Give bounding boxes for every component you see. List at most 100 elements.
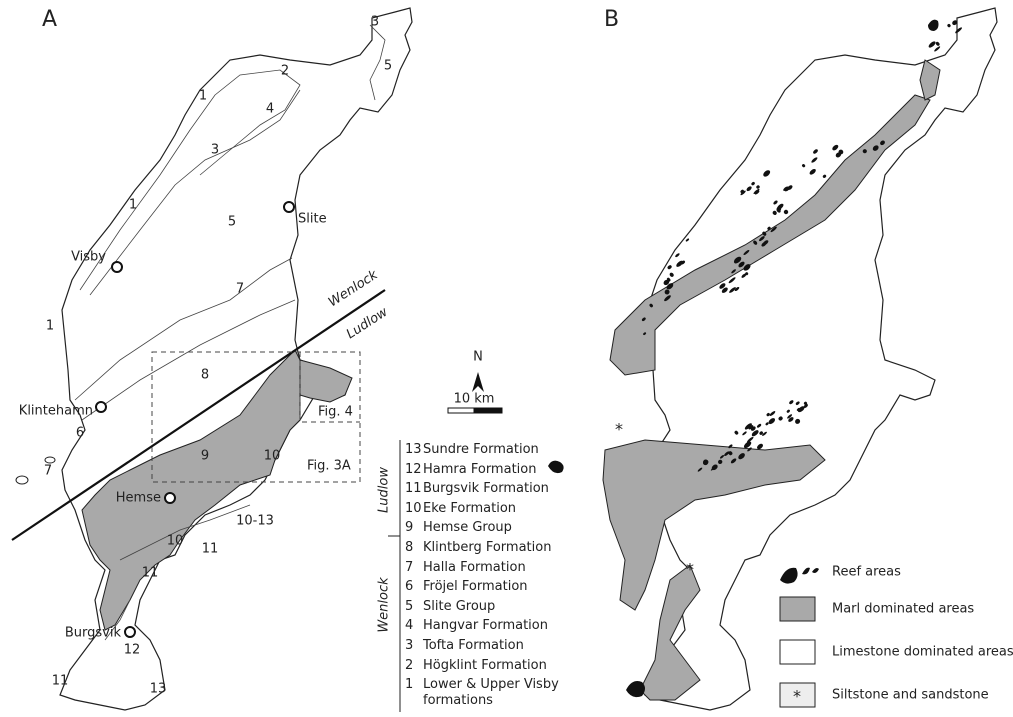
north-label: N <box>473 350 483 365</box>
town-label: Slite <box>298 212 327 227</box>
town-label: Hemse <box>116 491 161 506</box>
unit-label: 3 <box>371 15 379 30</box>
legend-label: Marl dominated areas <box>832 602 974 617</box>
unit-number: 4 <box>405 618 423 634</box>
series-label: Wenlock <box>377 577 392 633</box>
unit-entry: 13Sundre Formation <box>405 442 563 458</box>
series-label: Ludlow <box>377 467 392 513</box>
unit-entry: 12Hamra Formation <box>405 462 563 478</box>
scale-bar <box>474 408 502 413</box>
unit-label: 5 <box>228 215 236 230</box>
figure: A Wenlock Ludlow Fig. 4 Fig. 3A N 10 km … <box>0 0 1013 717</box>
inset-label: Fig. 4 <box>318 405 353 420</box>
unit-number: 1 <box>405 677 423 709</box>
town-marker <box>96 402 106 412</box>
legend-swatch <box>780 597 815 621</box>
unit-label: 4 <box>266 102 274 117</box>
unit-label: 12 <box>124 643 141 658</box>
unit-name: Hemse Group <box>423 520 563 536</box>
unit-name: Halla Formation <box>423 560 563 576</box>
unit-label: 5 <box>384 59 392 74</box>
town-label: Visby <box>71 250 106 265</box>
unit-label: 11 <box>202 542 219 557</box>
legend-swatch <box>780 568 819 584</box>
siltstone-marker: * <box>686 560 694 579</box>
unit-number: 5 <box>405 599 423 615</box>
unit-number: 8 <box>405 540 423 556</box>
reef-patch <box>928 20 939 31</box>
town-marker <box>112 262 122 272</box>
town-label: Klintehamn <box>19 404 93 419</box>
series-label: Wenlock <box>326 267 381 310</box>
unit-label: 8 <box>201 368 209 383</box>
unit-number: 13 <box>405 442 423 458</box>
unit-name: Tofta Formation <box>423 638 563 654</box>
unit-name: Hangvar Formation <box>423 618 563 634</box>
unit-number: 7 <box>405 560 423 576</box>
unit-label: 10 <box>264 449 281 464</box>
unit-number: 9 <box>405 520 423 536</box>
reef-patch <box>928 40 937 48</box>
siltstone-marker: * <box>793 687 801 706</box>
unit-number: 12 <box>405 462 423 478</box>
unit-name: Sundre Formation <box>423 442 563 458</box>
unit-label: 7 <box>236 282 244 297</box>
unit-label: 11 <box>52 674 69 689</box>
unit-label: 1 <box>129 198 137 213</box>
town-label: Burgsvik <box>65 626 122 641</box>
inset-label: Fig. 3A <box>307 459 351 474</box>
marl-area <box>300 360 352 402</box>
unit-label: 2 <box>281 64 289 79</box>
unit-entry: 5Slite Group <box>405 599 563 615</box>
unit-number: 6 <box>405 579 423 595</box>
legend-swatch <box>780 640 815 664</box>
reef-patch <box>626 681 645 697</box>
unit-entry: 1Lower & Upper Visby formations <box>405 677 563 709</box>
islet <box>16 476 28 484</box>
unit-number: 10 <box>405 501 423 517</box>
unit-entry: 9Hemse Group <box>405 520 563 536</box>
unit-name: Slite Group <box>423 599 563 615</box>
north-arrow <box>472 372 484 392</box>
unit-number: 3 <box>405 638 423 654</box>
legend-label: Reef areas <box>832 565 901 580</box>
legend-label: Siltstone and sandstone <box>832 688 989 703</box>
panel-label: B <box>604 7 619 32</box>
unit-label: 10-13 <box>236 514 274 529</box>
unit-entry: 3Tofta Formation <box>405 638 563 654</box>
panel-label: A <box>42 7 57 32</box>
scale-label: 10 km <box>454 392 495 407</box>
scale-bar <box>448 408 474 413</box>
reef-patch <box>947 23 952 28</box>
reef-patch <box>934 46 941 53</box>
unit-label: 1 <box>46 319 54 334</box>
unit-entry: 7Halla Formation <box>405 560 563 576</box>
unit-name: Lower & Upper Visby formations <box>423 677 563 709</box>
unit-label: 1 <box>199 89 207 104</box>
town-marker <box>165 493 175 503</box>
unit-entry: 10Eke Formation <box>405 501 563 517</box>
islet <box>45 457 55 463</box>
unit-label: 7 <box>44 464 52 479</box>
unit-name: Högklint Formation <box>423 658 563 674</box>
unit-number: 2 <box>405 658 423 674</box>
unit-label: 13 <box>150 682 167 697</box>
siltstone-marker: * <box>615 420 623 439</box>
unit-number: 11 <box>405 481 423 497</box>
unit-name: Hamra Formation <box>423 462 563 478</box>
unit-name: Eke Formation <box>423 501 563 517</box>
unit-label: 11 <box>142 566 159 581</box>
unit-entry: 6Fröjel Formation <box>405 579 563 595</box>
unit-name: Fröjel Formation <box>423 579 563 595</box>
legend-label: Limestone dominated areas <box>832 645 1013 660</box>
unit-name: Burgsvik Formation <box>423 481 563 497</box>
unit-label: 6 <box>76 426 84 441</box>
unit-label: 3 <box>211 143 219 158</box>
unit-label: 10 <box>167 534 184 549</box>
unit-label: 9 <box>201 449 209 464</box>
town-marker <box>284 202 294 212</box>
